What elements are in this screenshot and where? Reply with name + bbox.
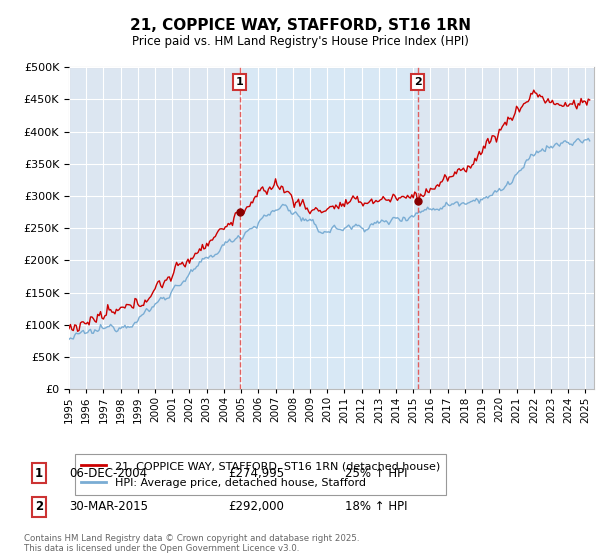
- Text: 18% ↑ HPI: 18% ↑ HPI: [345, 500, 407, 514]
- Text: 21, COPPICE WAY, STAFFORD, ST16 1RN: 21, COPPICE WAY, STAFFORD, ST16 1RN: [130, 18, 470, 32]
- Text: Contains HM Land Registry data © Crown copyright and database right 2025.
This d: Contains HM Land Registry data © Crown c…: [24, 534, 359, 553]
- Text: 2: 2: [35, 500, 43, 514]
- Text: £274,995: £274,995: [228, 466, 284, 480]
- Legend: 21, COPPICE WAY, STAFFORD, ST16 1RN (detached house), HPI: Average price, detach: 21, COPPICE WAY, STAFFORD, ST16 1RN (det…: [74, 454, 446, 495]
- Text: 06-DEC-2004: 06-DEC-2004: [69, 466, 147, 480]
- Bar: [240, 67, 418, 389]
- Text: 25% ↑ HPI: 25% ↑ HPI: [345, 466, 407, 480]
- Text: 1: 1: [236, 77, 244, 87]
- Text: 30-MAR-2015: 30-MAR-2015: [69, 500, 148, 514]
- Text: 2: 2: [413, 77, 421, 87]
- Text: £292,000: £292,000: [228, 500, 284, 514]
- Text: 1: 1: [35, 466, 43, 480]
- Text: Price paid vs. HM Land Registry's House Price Index (HPI): Price paid vs. HM Land Registry's House …: [131, 35, 469, 49]
